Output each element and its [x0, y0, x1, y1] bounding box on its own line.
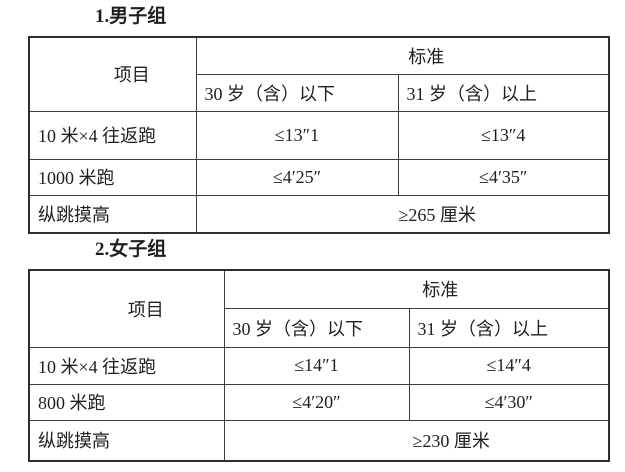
table-row: 800 米跑 ≤4′20″ ≤4′30″ — [28, 383, 610, 421]
value-cell: ≤4′20″ — [223, 383, 410, 421]
item-column-header: 项目 — [28, 269, 225, 348]
table-row: 项目 标准 — [28, 36, 610, 112]
table-row: 纵跳摸高 ≥230 厘米 — [28, 419, 610, 462]
value-cell: ≤13″1 — [195, 110, 399, 160]
value-cell-merged: ≥265 厘米 — [195, 194, 610, 234]
item-shuttle-run: 10 米×4 往返跑 — [28, 110, 197, 160]
age-over-31-header: 31 岁（含）以上 — [397, 73, 610, 112]
womens-standards-table: 项目 标准 30 岁（含）以下 31 岁（含）以上 10 米×4 往返跑 ≤14… — [28, 269, 610, 462]
value-cell: ≤4′35″ — [397, 158, 610, 196]
age-over-31-header: 31 岁（含）以上 — [408, 307, 610, 348]
value-cell: ≤14″4 — [408, 346, 610, 385]
table-row: 10 米×4 往返跑 ≤14″1 ≤14″4 — [28, 346, 610, 385]
value-cell: ≤14″1 — [223, 346, 410, 385]
table-row: 纵跳摸高 ≥265 厘米 — [28, 194, 610, 234]
item-vertical-jump: 纵跳摸高 — [28, 419, 225, 462]
table-row: 1000 米跑 ≤4′25″ ≤4′35″ — [28, 158, 610, 196]
value-cell: ≤13″4 — [397, 110, 610, 160]
table-row: 项目 标准 — [28, 269, 610, 348]
mens-section-heading: 1.男子组 — [95, 6, 167, 27]
standard-column-header: 标准 — [223, 269, 610, 309]
value-cell-merged: ≥230 厘米 — [223, 419, 610, 462]
table-row: 30 岁（含）以下 31 岁（含）以上 — [29, 73, 610, 112]
table-row: 30 岁（含）以下 31 岁（含）以上 — [29, 307, 610, 348]
item-column-header: 项目 — [28, 36, 197, 112]
womens-section-heading: 2.女子组 — [95, 239, 167, 260]
age-under-30-header: 30 岁（含）以下 — [223, 307, 410, 348]
value-cell: ≤4′25″ — [195, 158, 399, 196]
standard-column-header: 标准 — [195, 36, 610, 75]
value-cell: ≤4′30″ — [408, 383, 610, 421]
item-distance-run: 800 米跑 — [28, 383, 225, 421]
item-vertical-jump: 纵跳摸高 — [28, 194, 197, 234]
table-row: 10 米×4 往返跑 ≤13″1 ≤13″4 — [28, 110, 610, 160]
mens-standards-table: 项目 标准 30 岁（含）以下 31 岁（含）以上 10 米×4 往返跑 ≤13… — [28, 36, 610, 234]
age-under-30-header: 30 岁（含）以下 — [195, 73, 399, 112]
item-shuttle-run: 10 米×4 往返跑 — [28, 346, 225, 385]
item-distance-run: 1000 米跑 — [28, 158, 197, 196]
